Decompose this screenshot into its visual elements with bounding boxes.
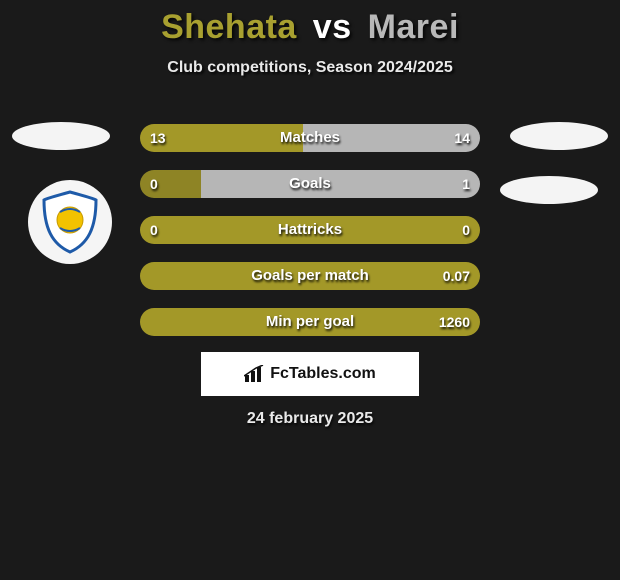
stats-comparison-card: Shehata vs Marei Club competitions, Seas… xyxy=(0,0,620,580)
attribution-text: FcTables.com xyxy=(270,365,376,383)
bar-chart-icon xyxy=(244,365,266,383)
stat-row: 1260Min per goal xyxy=(140,308,480,336)
oval-left xyxy=(12,122,110,150)
stat-row: 01Goals xyxy=(140,170,480,198)
stat-row: 00Hattricks xyxy=(140,216,480,244)
subtitle: Club competitions, Season 2024/2025 xyxy=(0,59,620,77)
stat-label: Matches xyxy=(140,124,480,152)
stat-label: Hattricks xyxy=(140,216,480,244)
player1-name: Shehata xyxy=(161,8,297,46)
stat-label: Min per goal xyxy=(140,308,480,336)
stat-row: 1314Matches xyxy=(140,124,480,152)
page-title: Shehata vs Marei xyxy=(0,0,620,47)
date: 24 february 2025 xyxy=(0,410,620,428)
oval-right-1 xyxy=(510,122,608,150)
stat-bars: 1314Matches 01Goals 00Hattricks 0.07Goals p… xyxy=(140,124,480,354)
club-badge xyxy=(28,180,112,264)
stat-label: Goals per match xyxy=(140,262,480,290)
oval-right-2 xyxy=(500,176,598,204)
stat-label: Goals xyxy=(140,170,480,198)
player2-name: Marei xyxy=(368,8,459,46)
vs-text: vs xyxy=(313,8,352,46)
club-crest-icon xyxy=(36,188,104,256)
stat-row: 0.07Goals per match xyxy=(140,262,480,290)
attribution[interactable]: FcTables.com xyxy=(201,352,419,396)
